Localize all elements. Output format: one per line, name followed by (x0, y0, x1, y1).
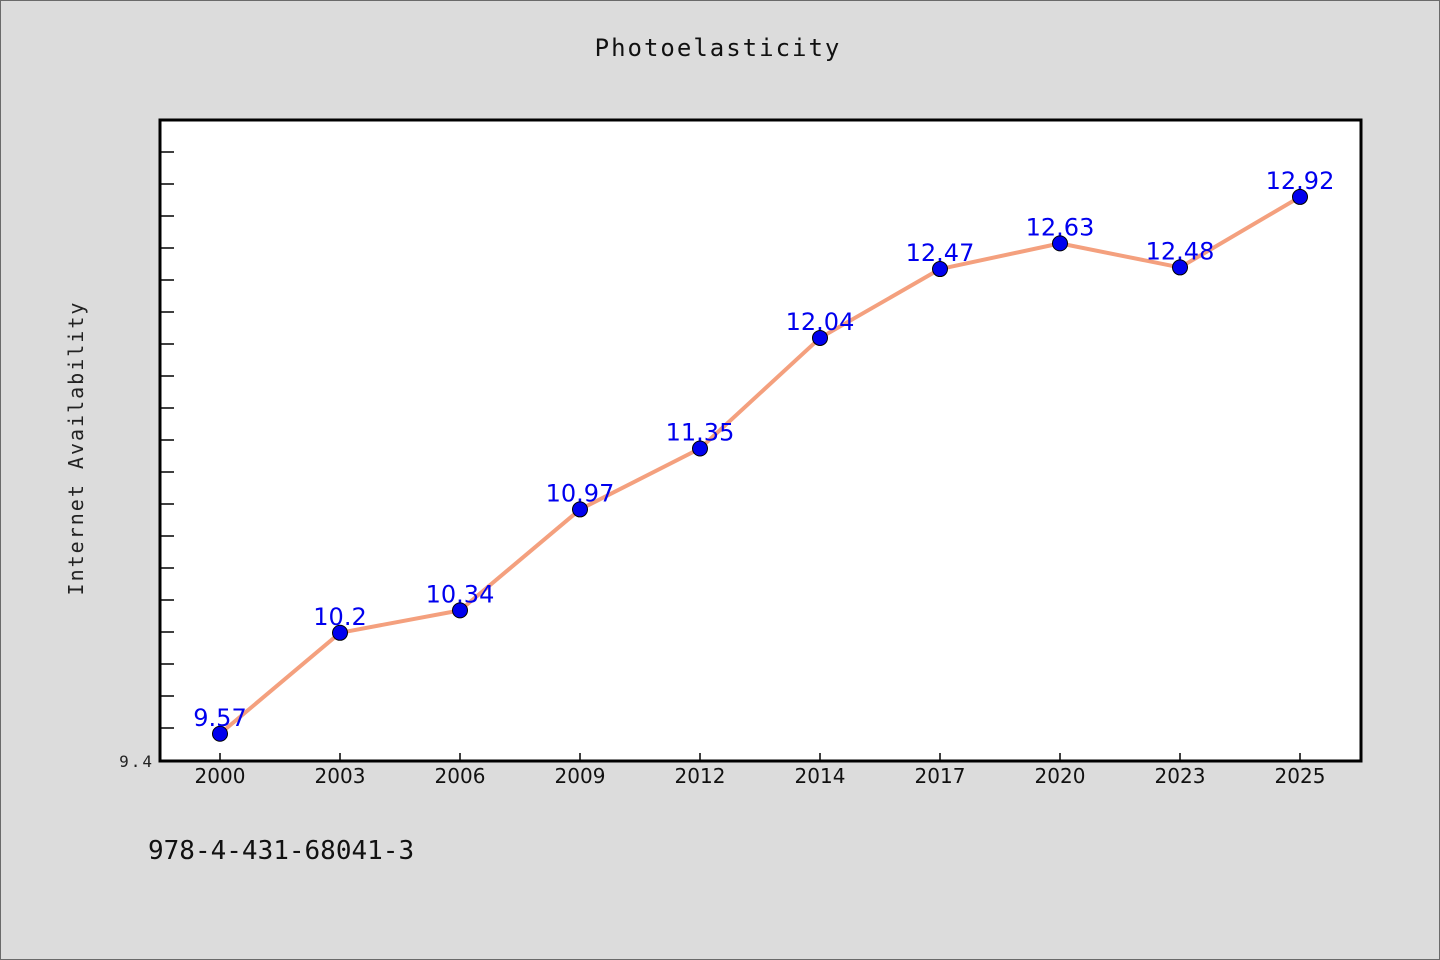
data-label: 12.04 (786, 308, 855, 336)
data-label: 12.63 (1026, 213, 1095, 241)
plot-area (158, 118, 1363, 763)
data-label: 10.2 (313, 603, 366, 631)
series-line (218, 195, 1302, 736)
data-label: 12.92 (1266, 167, 1335, 195)
data-label: 12.47 (906, 239, 975, 267)
data-point (812, 329, 828, 346)
y-tick-label: 9.4 (119, 752, 154, 771)
x-tick-label: 2012 (675, 764, 726, 788)
data-point (1172, 259, 1188, 276)
x-tick-label: 2017 (915, 764, 966, 788)
isbn-code: 978-4-431-68041-3 (148, 836, 415, 866)
x-tick-label: 2025 (1275, 764, 1326, 788)
x-tick-label: 2009 (555, 764, 606, 788)
data-label: 11.35 (666, 419, 735, 447)
data-label: 10.97 (546, 479, 615, 507)
series-group: 9.57 10.2 10.34 10.97 11.35 12.04 12.47 12.63 12… (193, 167, 1335, 742)
chart-title: Photoelasticity (594, 34, 842, 62)
x-tick-label: 2003 (315, 764, 366, 788)
data-point (572, 501, 588, 518)
x-tick-label: 2014 (795, 764, 846, 788)
data-point (1052, 235, 1068, 252)
x-tick-label: 2006 (435, 764, 486, 788)
data-point (692, 440, 708, 457)
data-point (452, 602, 468, 619)
x-tick-label: 2023 (1155, 764, 1206, 788)
data-point (212, 725, 228, 742)
x-ticks: 2000 2003 2006 2009 2012 2014 2017 2020 2023 2025 (195, 753, 1326, 788)
data-point (332, 624, 348, 641)
data-label: 10.34 (426, 580, 495, 608)
x-tick-label: 2000 (195, 764, 246, 788)
data-point (1292, 188, 1308, 205)
x-tick-label: 2020 (1035, 764, 1086, 788)
data-label: 9.57 (193, 704, 246, 732)
data-point (932, 261, 948, 278)
data-label: 12.48 (1146, 237, 1215, 265)
y-minor-ticks: 9.4 (119, 151, 174, 771)
